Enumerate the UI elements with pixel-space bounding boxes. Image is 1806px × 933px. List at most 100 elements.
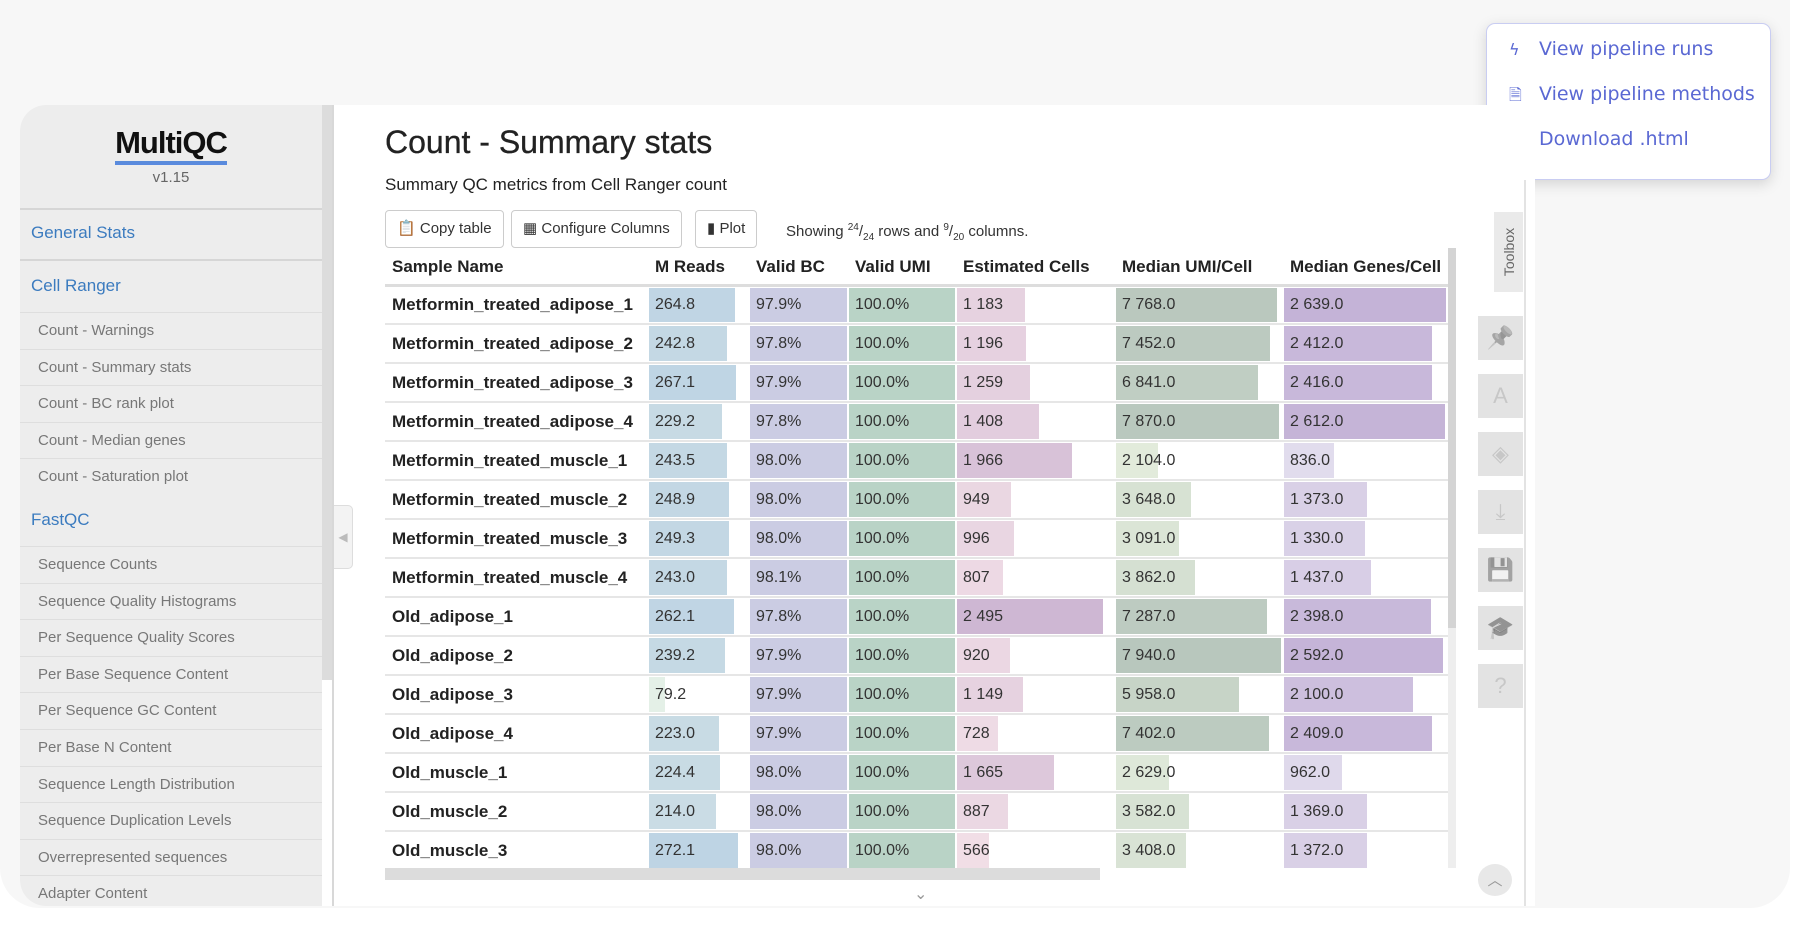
- sidebar-item-per-sequence-quality-scores[interactable]: Per Sequence Quality Scores: [20, 619, 322, 655]
- table-horizontal-scrollbar[interactable]: [385, 868, 1100, 880]
- value-cell: 6 841.0: [1115, 363, 1283, 403]
- value-bar: [957, 482, 1012, 517]
- value-bar: [849, 677, 955, 712]
- sidebar-item-count-bc-rank-plot[interactable]: Count - BC rank plot: [20, 385, 322, 421]
- value-cell: 223.0: [648, 714, 749, 754]
- sidebar-item-general-stats[interactable]: General Stats: [31, 223, 135, 242]
- value-bar: [849, 365, 955, 400]
- value-cell: 100.0%: [848, 363, 956, 403]
- plot-button[interactable]: ▮ Plot: [695, 210, 758, 248]
- column-header[interactable]: Valid UMI: [848, 250, 956, 287]
- toolbox-help-button[interactable]: ?: [1478, 664, 1523, 708]
- sidebar-item-adapter-content[interactable]: Adapter Content: [20, 875, 322, 906]
- sidebar-item-sequence-length-distribution[interactable]: Sequence Length Distribution: [20, 765, 322, 802]
- value-cell: 920: [956, 636, 1115, 676]
- column-header[interactable]: Sample Name: [385, 250, 648, 287]
- value-cell: 1 196: [956, 324, 1115, 364]
- value-cell: 1 373.0: [1283, 480, 1448, 520]
- download-icon: ⤓: [1495, 499, 1506, 524]
- value-cell: 224.4: [648, 753, 749, 793]
- column-header[interactable]: Median Genes/Cell: [1283, 250, 1448, 287]
- value-cell: 248.9: [648, 480, 749, 520]
- font-icon: A: [1493, 383, 1508, 408]
- multiqc-logo[interactable]: MultiQC: [20, 125, 322, 165]
- value-bar: [849, 833, 955, 868]
- sample-name-cell: Old_adipose_2: [385, 636, 648, 676]
- toolbox-tab[interactable]: Toolbox: [1494, 212, 1523, 292]
- value-bar: [957, 677, 1024, 712]
- value-bar: [750, 716, 847, 751]
- value-bar: [750, 599, 847, 634]
- sidebar-item-count-summary-stats[interactable]: Count - Summary stats: [20, 348, 322, 385]
- value-bar: [1116, 794, 1190, 829]
- value-bar: [849, 560, 955, 595]
- value-bar: [750, 443, 847, 478]
- toolbox-pin-button[interactable]: 📌: [1478, 316, 1523, 360]
- value-cell: 1 259: [956, 363, 1115, 403]
- sidebar-item-count-median-genes[interactable]: Count - Median genes: [20, 421, 322, 458]
- menu-item-view-pipeline-runs[interactable]: ϟ View pipeline runs: [1509, 38, 1714, 60]
- value-cell: 2 398.0: [1283, 597, 1448, 637]
- value-cell: 3 862.0: [1115, 558, 1283, 598]
- column-header[interactable]: Valid BC: [749, 250, 848, 287]
- value-cell: 728: [956, 714, 1115, 754]
- sidebar-item-per-sequence-gc-content[interactable]: Per Sequence GC Content: [20, 692, 322, 728]
- configure-columns-button[interactable]: ▦ Configure Columns: [511, 210, 682, 248]
- menu-item-download-html[interactable]: ⤓Download .html: [1509, 128, 1689, 150]
- sidebar-item-sequence-counts[interactable]: Sequence Counts: [20, 546, 322, 582]
- value-cell: 1 369.0: [1283, 792, 1448, 832]
- column-header[interactable]: M Reads: [648, 250, 749, 287]
- sidebar-item-per-base-sequence-content[interactable]: Per Base Sequence Content: [20, 655, 322, 692]
- sidebar-item-count-warnings[interactable]: Count - Warnings: [20, 312, 322, 348]
- sidebar-item-per-base-n-content[interactable]: Per Base N Content: [20, 729, 322, 765]
- toolbox-font-button[interactable]: A: [1478, 374, 1523, 418]
- sidebar-item-overrepresented-sequences[interactable]: Overrepresented sequences: [20, 838, 322, 875]
- sidebar-item-sequence-quality-histograms[interactable]: Sequence Quality Histograms: [20, 582, 322, 619]
- sample-name-cell: Old_adipose_3: [385, 675, 648, 715]
- sample-name-cell: Metformin_treated_muscle_2: [385, 480, 648, 520]
- toolbox-eye-slash-button[interactable]: ◈: [1478, 432, 1523, 476]
- value-bar: [957, 443, 1072, 478]
- copy-table-button[interactable]: 📋 Copy table: [385, 210, 504, 248]
- expand-table-chevron-icon[interactable]: ⌄: [914, 886, 928, 903]
- menu-item-view-pipeline-methods[interactable]: 🗎 View pipeline methods: [1509, 83, 1755, 111]
- sample-name-cell: Metformin_treated_adipose_2: [385, 324, 648, 364]
- value-cell: 100.0%: [848, 714, 956, 754]
- value-bar: [1284, 326, 1433, 361]
- help-icon: ?: [1494, 673, 1507, 698]
- value-cell: 3 582.0: [1115, 792, 1283, 832]
- sidebar-item-sequence-duplication-levels[interactable]: Sequence Duplication Levels: [20, 802, 322, 838]
- value-bar: [649, 677, 666, 712]
- value-bar: [1116, 716, 1270, 751]
- value-cell: 97.9%: [749, 675, 848, 715]
- column-header[interactable]: Estimated Cells: [956, 250, 1115, 287]
- value-cell: 97.9%: [749, 636, 848, 676]
- sidebar-item-fastqc[interactable]: FastQC: [31, 510, 90, 529]
- toolbox-download-button[interactable]: ⤓: [1478, 490, 1523, 534]
- toolbox-graduation-cap-button[interactable]: 🎓: [1478, 606, 1523, 650]
- value-cell: 100.0%: [848, 285, 956, 325]
- pin-icon: 📌: [1486, 325, 1515, 350]
- value-cell: 100.0%: [848, 558, 956, 598]
- sidebar-item-count-saturation-plot[interactable]: Count - Saturation plot: [20, 458, 322, 494]
- value-bar: [849, 716, 955, 751]
- value-cell: 807: [956, 558, 1115, 598]
- stats-table-container: Sample Name M Reads Valid BC Valid UMI Estim…: [385, 250, 1448, 868]
- collapse-sidebar-button[interactable]: ◀: [334, 505, 353, 569]
- column-header[interactable]: Median UMI/Cell: [1115, 250, 1283, 287]
- document-icon: 🗎: [1509, 85, 1522, 104]
- value-cell: 100.0%: [848, 831, 956, 868]
- value-cell: 1 966: [956, 441, 1115, 481]
- value-bar: [649, 287, 735, 322]
- table-vertical-scroll-thumb[interactable]: [1448, 248, 1456, 628]
- toolbox-save-button[interactable]: 💾: [1478, 548, 1523, 592]
- value-cell: 996: [956, 519, 1115, 559]
- scroll-to-top-button[interactable]: ︿: [1478, 864, 1512, 896]
- sidebar-item-cell-ranger[interactable]: Cell Ranger: [31, 276, 121, 295]
- value-bar: [1284, 287, 1447, 322]
- value-cell: 3 648.0: [1115, 480, 1283, 520]
- value-cell: 2 592.0: [1283, 636, 1448, 676]
- value-bar: [649, 716, 720, 751]
- sidebar-scrollbar[interactable]: [322, 105, 334, 680]
- value-bar: [1284, 521, 1365, 556]
